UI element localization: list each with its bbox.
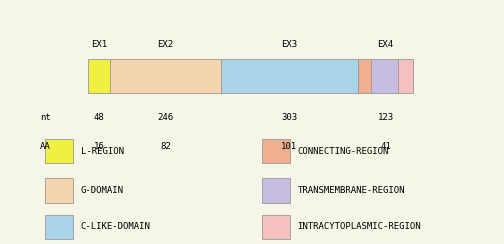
Text: 48: 48 xyxy=(94,113,104,122)
Text: 303: 303 xyxy=(281,113,297,122)
Text: AA: AA xyxy=(40,142,51,151)
Bar xyxy=(371,59,398,93)
Bar xyxy=(110,59,221,93)
Bar xyxy=(221,59,358,93)
Text: CONNECTING-REGION: CONNECTING-REGION xyxy=(297,147,389,156)
Text: nt: nt xyxy=(40,113,51,122)
Text: G-DOMAIN: G-DOMAIN xyxy=(81,186,123,195)
Text: EX1: EX1 xyxy=(91,40,107,49)
Bar xyxy=(45,139,73,163)
Bar xyxy=(262,139,290,163)
Text: 82: 82 xyxy=(160,142,171,151)
Text: L-REGION: L-REGION xyxy=(81,147,123,156)
Text: EX4: EX4 xyxy=(377,40,394,49)
Text: INTRACYTOPLASMIC-REGION: INTRACYTOPLASMIC-REGION xyxy=(297,223,421,231)
Text: 16: 16 xyxy=(94,142,104,151)
Text: 41: 41 xyxy=(380,142,391,151)
Bar xyxy=(262,215,290,239)
Text: C-LIKE-DOMAIN: C-LIKE-DOMAIN xyxy=(81,223,151,231)
Text: EX3: EX3 xyxy=(281,40,297,49)
Text: TRANSMEMBRANE-REGION: TRANSMEMBRANE-REGION xyxy=(297,186,405,195)
Bar xyxy=(45,215,73,239)
Bar xyxy=(262,178,290,203)
Bar xyxy=(398,59,413,93)
Text: 123: 123 xyxy=(377,113,394,122)
Text: 246: 246 xyxy=(157,113,173,122)
Bar xyxy=(358,59,371,93)
Text: EX2: EX2 xyxy=(157,40,173,49)
Bar xyxy=(88,59,110,93)
Bar xyxy=(45,178,73,203)
Text: 101: 101 xyxy=(281,142,297,151)
